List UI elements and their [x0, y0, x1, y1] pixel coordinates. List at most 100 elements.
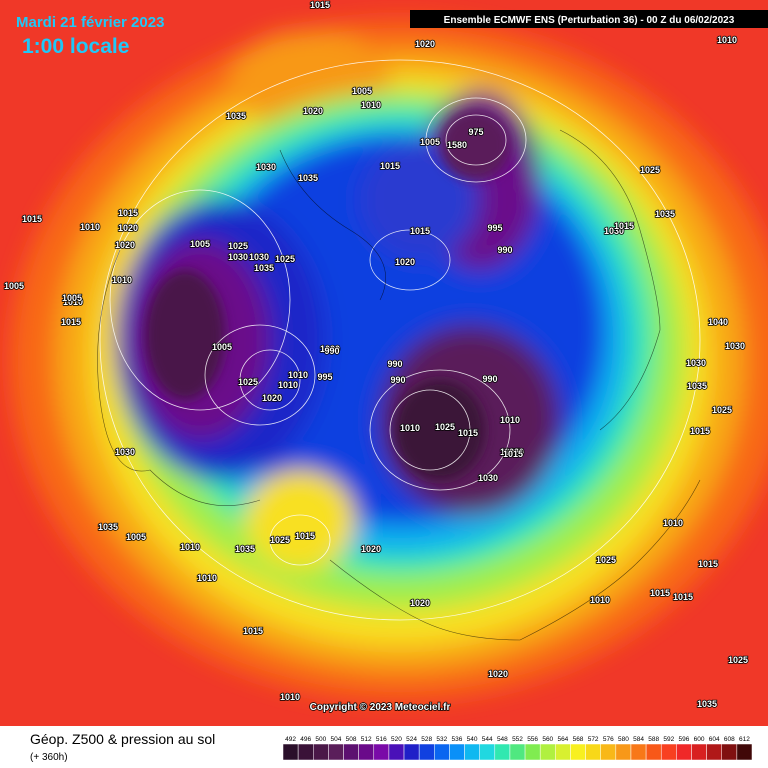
isobar-label: 1035 [298, 173, 318, 183]
scale-swatch [373, 743, 390, 761]
isobar-label: 1025 [228, 241, 248, 251]
isobar-label: 1030 [604, 226, 624, 236]
map-fill [0, 0, 768, 726]
local-time: 1:00 locale [22, 35, 129, 58]
run-info: Ensemble ECMWF ENS (Perturbation 36) - 0… [444, 15, 735, 26]
scale-label: 524 [406, 736, 417, 743]
isobar-label: 1010 [361, 100, 381, 110]
isobar-label: 1020 [118, 223, 138, 233]
isobar-label: 1005 [352, 86, 372, 96]
isobar-label: 1015 [295, 531, 315, 541]
isobar-label: 1030 [478, 473, 498, 483]
scale-label: 612 [739, 736, 750, 743]
isobar-label: 1005 [126, 532, 146, 542]
isobars [99, 59, 701, 621]
date: Mardi 21 février 2023 [16, 14, 164, 31]
legend-title: Géop. Z500 & pression au sol [30, 731, 215, 747]
scale-swatch [434, 743, 450, 761]
scale-swatch [358, 743, 375, 761]
scale-label: 504 [331, 736, 342, 743]
scale-label: 556 [527, 736, 538, 743]
isobar-label: 1020 [115, 240, 135, 250]
scale-swatch [464, 743, 480, 761]
isobar-label: 1025 [728, 655, 748, 665]
isobar-label: 1025 [435, 422, 455, 432]
isobar-label: 1005 [62, 293, 82, 303]
isobar-label: 1020 [504, 447, 524, 457]
run-banner [410, 10, 768, 28]
scale-swatch [282, 743, 299, 761]
scale-label: 600 [694, 736, 705, 743]
isobar-label: 1015 [673, 592, 693, 602]
isobar-label: 1010 [180, 542, 200, 552]
isobar-label: 1040 [708, 317, 728, 327]
scale-swatch [721, 743, 738, 761]
isobar-label: 1030 [249, 252, 269, 262]
isobar-label: 1015 [698, 559, 718, 569]
isobar-label: 1015 [243, 626, 263, 636]
isobar-label: 1010 [280, 692, 300, 702]
scale-label: 492 [285, 736, 296, 743]
scale-label: 532 [436, 736, 447, 743]
isobar-label: 975 [468, 127, 483, 137]
scale-swatch [509, 743, 526, 761]
isobar-label: 1010 [590, 595, 610, 605]
isobar-label: 1025 [275, 254, 295, 264]
isobar-label: 1025 [640, 165, 660, 175]
scale-swatch [313, 743, 329, 761]
scale-label: 580 [618, 736, 629, 743]
scale-label: 608 [724, 736, 735, 743]
scale-label: 576 [603, 736, 614, 743]
isobar-label: 1035 [697, 699, 717, 709]
scale-label: 588 [648, 736, 659, 743]
isobar-label: 1010 [63, 297, 83, 307]
scale-label: 564 [557, 736, 568, 743]
isobar-label: 1025 [238, 377, 258, 387]
scale-label: 584 [633, 736, 644, 743]
isobar-label: 990 [387, 359, 402, 369]
scale-swatch [418, 743, 435, 761]
isobar-label: 1030 [256, 162, 276, 172]
isobar-label: 1010 [400, 423, 420, 433]
scale-swatch [676, 743, 692, 761]
scale-swatch [555, 743, 571, 761]
scale-swatch [570, 743, 586, 761]
scale-swatch [494, 743, 511, 761]
scale-swatch [615, 743, 632, 761]
scale-swatch [403, 743, 420, 761]
scale-label: 572 [588, 736, 599, 743]
isobar-label: 1010 [717, 35, 737, 45]
scale-label: 508 [346, 736, 357, 743]
isobar-label: 1020 [303, 106, 323, 116]
isobar-label: 995 [317, 372, 332, 382]
scale-label: 512 [361, 736, 372, 743]
isobar-label: 1005 [212, 342, 232, 352]
isobar-label: 1015 [22, 214, 42, 224]
isobar-label: 1020 [415, 39, 435, 49]
isobar-label: 1035 [235, 544, 255, 554]
scale-swatch [645, 743, 662, 761]
isobar-label: 1015 [410, 226, 430, 236]
coastlines [97, 129, 701, 641]
isobar-label: 1005 [4, 281, 24, 291]
scale-swatch [600, 743, 617, 761]
isobar-label: 1010 [663, 518, 683, 528]
isobar-label: 1015 [380, 161, 400, 171]
isobar-label: 1015 [503, 449, 523, 459]
isobar-label: 990 [482, 374, 497, 384]
scale-swatch [585, 743, 601, 761]
isobar-label: 1015 [310, 0, 330, 10]
isobar-label: 1015 [614, 221, 634, 231]
scale-swatch [691, 743, 707, 761]
isobar-label: 1015 [118, 208, 138, 218]
scale-label: 568 [573, 736, 584, 743]
isobar-label: 1010 [112, 275, 132, 285]
scale-label: 596 [678, 736, 689, 743]
isobar-label: 1025 [712, 405, 732, 415]
isobar-label: 1020 [262, 393, 282, 403]
scale-swatch [388, 743, 405, 761]
isobar-label: 1035 [500, 447, 520, 457]
isobar-label: 990 [324, 346, 339, 356]
isobar-label: 1010 [288, 370, 308, 380]
copyright: Copyright © 2023 Meteociel.fr [310, 702, 451, 713]
